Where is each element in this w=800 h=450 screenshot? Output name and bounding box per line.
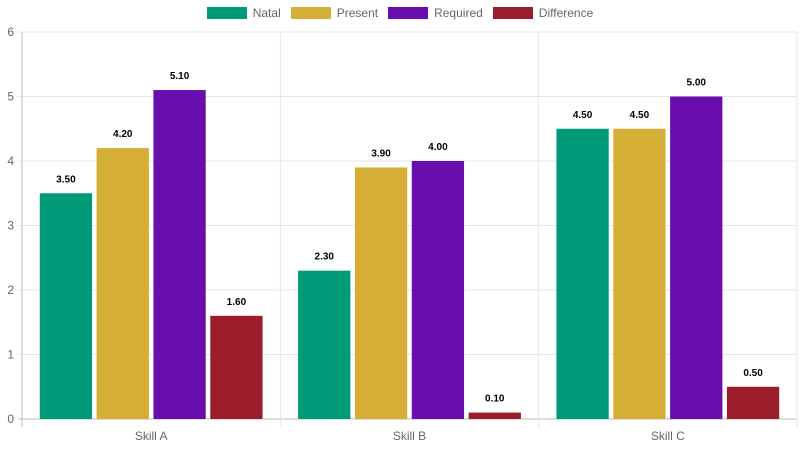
data-label: 1.60 — [227, 297, 247, 308]
bar-required — [153, 90, 206, 420]
legend: Natal Present Required Difference — [0, 6, 800, 20]
data-label: 5.00 — [687, 78, 707, 89]
bar-difference — [210, 315, 263, 419]
bar-present — [96, 148, 149, 419]
legend-swatch-natal — [206, 7, 247, 19]
bar-natal — [298, 270, 351, 419]
x-tick-label: Skill C — [651, 429, 685, 443]
y-tick-label: 2 — [7, 283, 14, 297]
data-label: 0.50 — [743, 368, 763, 379]
data-label: 4.50 — [573, 110, 593, 121]
y-tick-label: 0 — [7, 412, 14, 426]
bar-present — [613, 128, 666, 419]
y-tick-label: 3 — [7, 219, 14, 233]
bar-difference — [726, 386, 780, 419]
legend-item-natal[interactable]: Natal — [206, 6, 281, 20]
y-tick-label: 4 — [7, 154, 14, 168]
bar-required — [411, 161, 465, 419]
bar-natal — [556, 128, 609, 419]
bar-present — [354, 167, 408, 419]
legend-swatch-required — [388, 7, 429, 19]
data-label: 3.90 — [371, 148, 391, 159]
bar-natal — [39, 193, 93, 419]
x-tick-label: Skill A — [135, 429, 168, 443]
bar-difference — [468, 412, 521, 419]
legend-item-present[interactable]: Present — [290, 6, 379, 20]
y-tick-label: 5 — [7, 90, 14, 104]
legend-label-difference: Difference — [538, 6, 594, 20]
legend-label-natal: Natal — [252, 6, 281, 20]
y-tick-label: 1 — [7, 348, 14, 362]
legend-label-present: Present — [336, 6, 379, 20]
x-tick-label: Skill B — [393, 429, 426, 443]
data-label: 5.10 — [170, 71, 190, 82]
bar-required — [670, 96, 723, 419]
data-label: 4.00 — [428, 142, 448, 153]
data-label: 4.20 — [113, 129, 133, 140]
data-label: 4.50 — [630, 110, 650, 121]
legend-swatch-present — [290, 7, 331, 19]
data-label: 2.30 — [315, 252, 335, 263]
legend-swatch-difference — [492, 7, 533, 19]
legend-item-required[interactable]: Required — [388, 6, 483, 20]
y-tick-label: 6 — [7, 25, 14, 39]
legend-item-difference[interactable]: Difference — [492, 6, 594, 20]
data-label: 0.10 — [485, 394, 505, 405]
data-label: 3.50 — [56, 174, 76, 185]
legend-label-required: Required — [434, 6, 483, 20]
